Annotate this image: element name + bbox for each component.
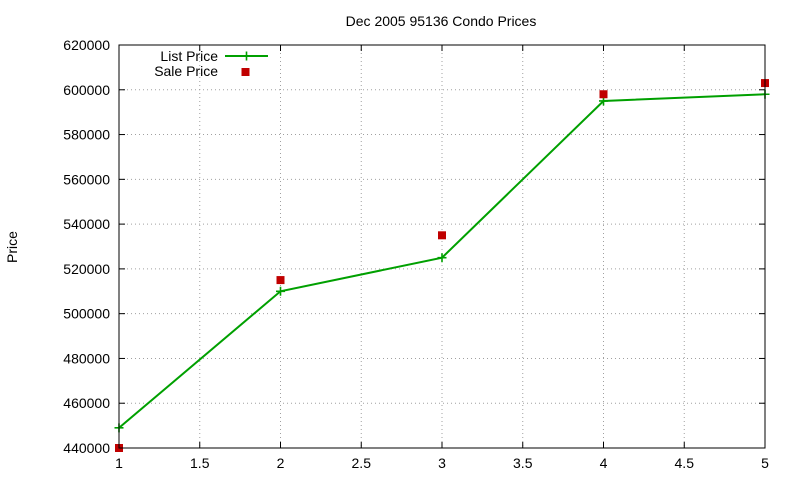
data-point <box>276 286 285 296</box>
x-tick-label: 1 <box>115 455 123 471</box>
y-axis-label: Price <box>4 231 20 263</box>
y-tick-label: 440000 <box>63 440 110 456</box>
y-tick-label: 460000 <box>63 395 110 411</box>
x-tick-label: 4.5 <box>675 455 695 471</box>
axis-ticks: 1 1.5 2 2.5 3 3.5 4 4.5 5 440000 460000 480000 50000… <box>63 37 769 471</box>
chart-title: Dec 2005 95136 Condo Prices <box>346 13 537 29</box>
x-tick-label: 1.5 <box>190 455 210 471</box>
legend-marker <box>241 68 250 76</box>
x-tick-label: 2 <box>277 455 285 471</box>
y-tick-label: 580000 <box>63 127 110 143</box>
legend-marker <box>242 51 251 61</box>
legend-label: List Price <box>160 48 218 64</box>
plot-frame <box>118 44 766 449</box>
legend-label: Sale Price <box>154 63 218 79</box>
data-point <box>276 276 285 285</box>
grid <box>119 45 765 448</box>
y-tick-label: 480000 <box>63 350 110 366</box>
x-tick-label: 4 <box>600 455 608 471</box>
y-tick-label: 560000 <box>63 171 110 187</box>
x-tick-label: 2.5 <box>352 455 372 471</box>
y-tick-label: 540000 <box>63 216 110 232</box>
y-tick-label: 500000 <box>63 306 110 322</box>
y-tick-label: 620000 <box>63 37 110 53</box>
data-point <box>438 231 446 240</box>
x-tick-label: 3.5 <box>513 455 533 471</box>
x-tick-label: 5 <box>761 455 769 471</box>
y-tick-label: 600000 <box>63 82 110 98</box>
y-tick-label: 520000 <box>63 261 110 277</box>
data-point <box>437 253 447 263</box>
x-tick-label: 3 <box>438 455 446 471</box>
data-point <box>599 90 608 99</box>
